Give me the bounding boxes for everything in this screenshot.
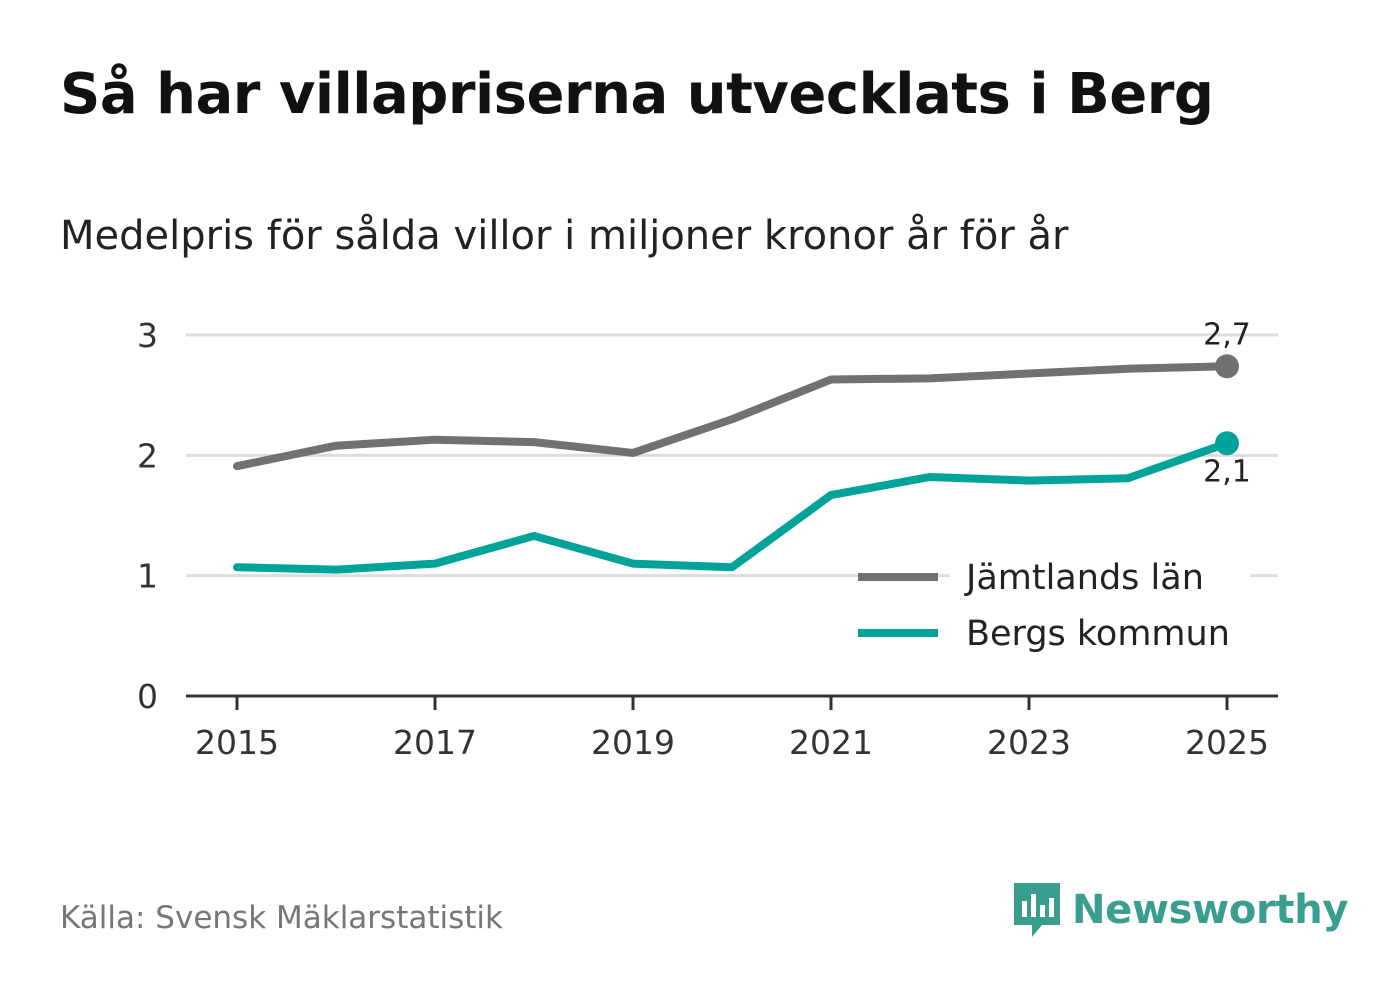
y-tick-label: 1 [137, 557, 158, 596]
series [233, 354, 1239, 574]
legend-label: Jämtlands län [964, 558, 1204, 598]
legend-text-backdrop [950, 611, 1250, 655]
x-tick-label: 2017 [393, 723, 477, 762]
x-tick-label: 2019 [591, 723, 675, 762]
y-tick-label: 2 [137, 436, 158, 475]
chart-title: Så har villapriserna utvecklats i Berg [60, 62, 1214, 127]
data-labels: 2,7 2,1 [1203, 317, 1251, 489]
chart-subtitle: Medelpris för sålda villor i miljoner kr… [60, 213, 1069, 259]
legend-label: Bergs kommun [966, 614, 1230, 654]
data-point-jamtlands-lan-2025 [1215, 354, 1239, 379]
brand-logo: Newsworthy [1010, 878, 1349, 942]
x-tick-label: 2023 [987, 723, 1071, 762]
x-tick-label: 2015 [195, 723, 279, 762]
x-tick-label: 2021 [789, 723, 873, 762]
end-value-label: 2,7 [1203, 317, 1251, 352]
legend-text-backdrop [950, 555, 1250, 599]
y-tick-label: 3 [137, 316, 158, 355]
data-point-bergs-kommun-2025 [1215, 431, 1239, 456]
axes: 0 1 2 3 2015 2017 2019 2021 2023 2025 [137, 316, 1278, 762]
series-line-jamtlands-lan [233, 362, 1231, 471]
end-value-label: 2,1 [1203, 454, 1251, 489]
y-tick-label: 0 [137, 677, 158, 716]
source-note: Källa: Svensk Mäklarstatistik [60, 900, 503, 936]
x-tick-label: 2025 [1185, 723, 1269, 762]
newsworthy-icon [1014, 883, 1060, 937]
brand-name: Newsworthy [1072, 887, 1349, 933]
legend: Jämtlands län Bergs kommun [858, 555, 1250, 655]
